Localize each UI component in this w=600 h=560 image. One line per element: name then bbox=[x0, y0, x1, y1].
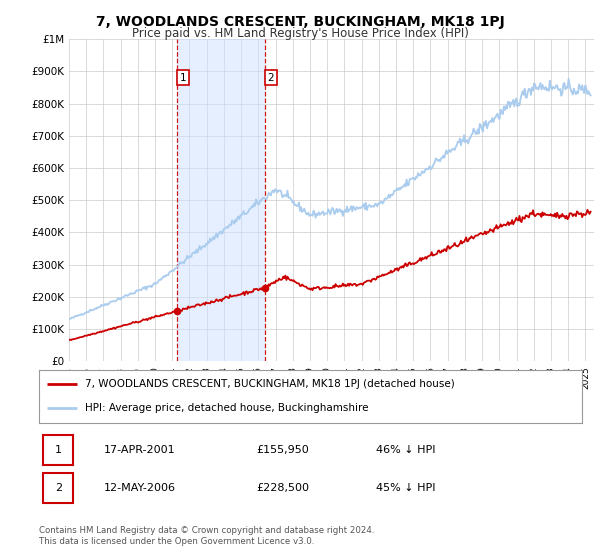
Text: 45% ↓ HPI: 45% ↓ HPI bbox=[376, 483, 435, 493]
FancyBboxPatch shape bbox=[43, 435, 73, 465]
Text: 2: 2 bbox=[55, 483, 62, 493]
Text: 1: 1 bbox=[180, 73, 187, 83]
Text: £228,500: £228,500 bbox=[256, 483, 309, 493]
Text: 7, WOODLANDS CRESCENT, BUCKINGHAM, MK18 1PJ: 7, WOODLANDS CRESCENT, BUCKINGHAM, MK18 … bbox=[95, 15, 505, 29]
Text: Price paid vs. HM Land Registry's House Price Index (HPI): Price paid vs. HM Land Registry's House … bbox=[131, 27, 469, 40]
Text: 2: 2 bbox=[267, 73, 274, 83]
Bar bbox=[177, 39, 265, 361]
Text: £155,950: £155,950 bbox=[256, 445, 309, 455]
Text: 1: 1 bbox=[55, 445, 62, 455]
Text: 12-MAY-2006: 12-MAY-2006 bbox=[104, 483, 176, 493]
Text: Contains HM Land Registry data © Crown copyright and database right 2024.
This d: Contains HM Land Registry data © Crown c… bbox=[39, 526, 374, 546]
Text: 17-APR-2001: 17-APR-2001 bbox=[104, 445, 176, 455]
Text: 7, WOODLANDS CRESCENT, BUCKINGHAM, MK18 1PJ (detached house): 7, WOODLANDS CRESCENT, BUCKINGHAM, MK18 … bbox=[85, 379, 455, 389]
Text: 46% ↓ HPI: 46% ↓ HPI bbox=[376, 445, 435, 455]
Text: HPI: Average price, detached house, Buckinghamshire: HPI: Average price, detached house, Buck… bbox=[85, 403, 368, 413]
FancyBboxPatch shape bbox=[43, 473, 73, 503]
